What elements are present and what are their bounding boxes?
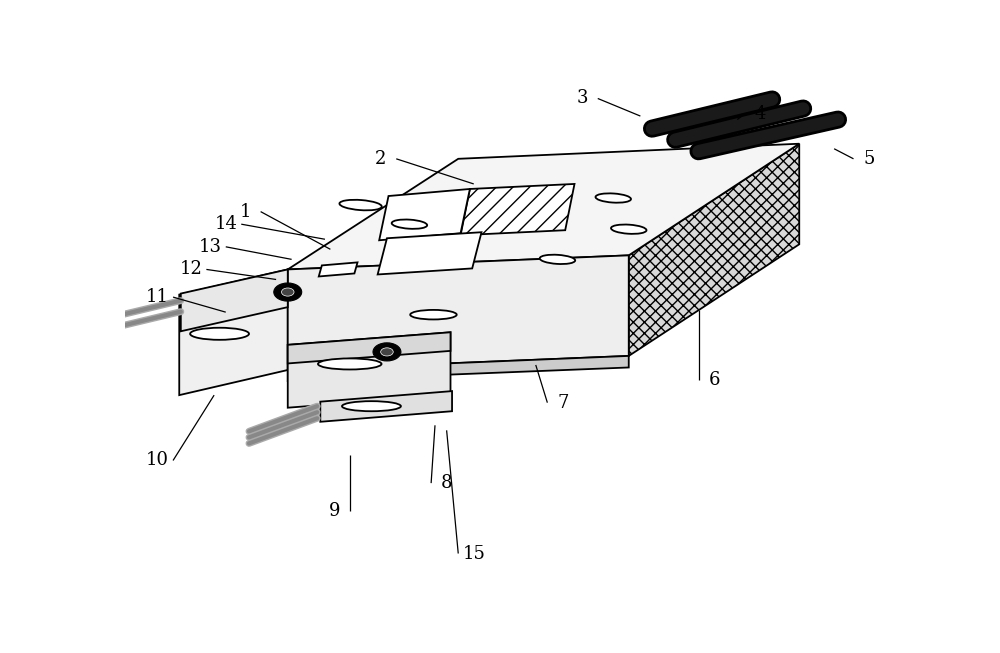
Ellipse shape <box>392 219 427 229</box>
Polygon shape <box>379 189 470 240</box>
Circle shape <box>373 343 401 361</box>
Text: 2: 2 <box>375 150 386 168</box>
Text: 8: 8 <box>441 474 452 492</box>
Polygon shape <box>461 184 574 235</box>
Polygon shape <box>288 332 450 364</box>
Ellipse shape <box>318 358 382 370</box>
Text: 12: 12 <box>179 261 202 278</box>
Text: 5: 5 <box>863 150 875 168</box>
Polygon shape <box>629 144 799 356</box>
Text: 15: 15 <box>462 545 485 562</box>
Text: 13: 13 <box>199 238 222 256</box>
Text: 9: 9 <box>328 502 340 520</box>
Polygon shape <box>181 270 288 331</box>
Ellipse shape <box>596 193 631 202</box>
Polygon shape <box>288 332 450 407</box>
Text: 6: 6 <box>708 371 720 389</box>
Ellipse shape <box>342 401 401 411</box>
Polygon shape <box>319 263 358 276</box>
Text: 14: 14 <box>214 215 237 233</box>
Ellipse shape <box>410 310 457 319</box>
Circle shape <box>274 283 302 301</box>
Ellipse shape <box>611 225 646 234</box>
Text: 1: 1 <box>239 202 251 221</box>
Text: 3: 3 <box>576 89 588 108</box>
Ellipse shape <box>190 328 249 340</box>
Text: 10: 10 <box>146 451 169 470</box>
Polygon shape <box>288 144 799 270</box>
Ellipse shape <box>540 255 575 264</box>
Circle shape <box>381 348 393 356</box>
Polygon shape <box>288 255 629 370</box>
Polygon shape <box>378 232 482 274</box>
Ellipse shape <box>339 200 382 210</box>
Text: 11: 11 <box>146 288 169 306</box>
Polygon shape <box>179 270 288 395</box>
Text: 4: 4 <box>755 104 766 123</box>
Circle shape <box>281 288 294 296</box>
Polygon shape <box>320 391 452 422</box>
Polygon shape <box>288 356 629 381</box>
Text: 7: 7 <box>557 394 569 411</box>
